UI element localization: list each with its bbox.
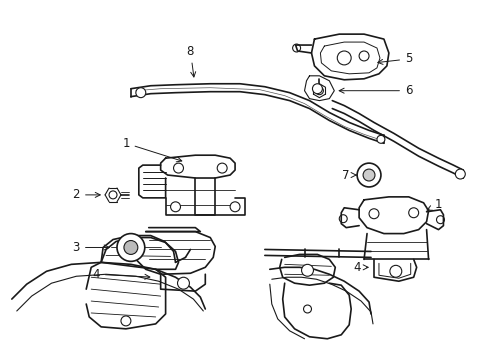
Circle shape [312,84,322,94]
Circle shape [368,209,378,219]
Circle shape [376,135,384,143]
Circle shape [217,163,226,173]
Text: 3: 3 [73,241,109,254]
Circle shape [136,88,145,98]
Circle shape [170,202,180,212]
Circle shape [303,305,311,313]
Text: 8: 8 [186,45,195,77]
Circle shape [173,163,183,173]
Text: 6: 6 [339,84,412,97]
Circle shape [389,265,401,277]
Circle shape [454,169,464,179]
Circle shape [109,191,117,199]
Text: 1: 1 [426,198,441,211]
Text: 4: 4 [353,261,367,274]
Text: 4: 4 [92,268,149,281]
Circle shape [315,87,323,95]
Circle shape [121,316,131,326]
Text: 2: 2 [72,188,100,201]
Text: 7: 7 [342,168,355,181]
Circle shape [337,51,350,65]
Text: 1: 1 [122,137,182,162]
Text: 5: 5 [377,53,411,66]
Circle shape [230,202,240,212]
Circle shape [362,169,374,181]
Circle shape [177,277,189,289]
Circle shape [408,208,418,218]
Circle shape [356,163,380,187]
Circle shape [117,234,144,261]
Circle shape [301,264,313,276]
Circle shape [123,240,138,255]
